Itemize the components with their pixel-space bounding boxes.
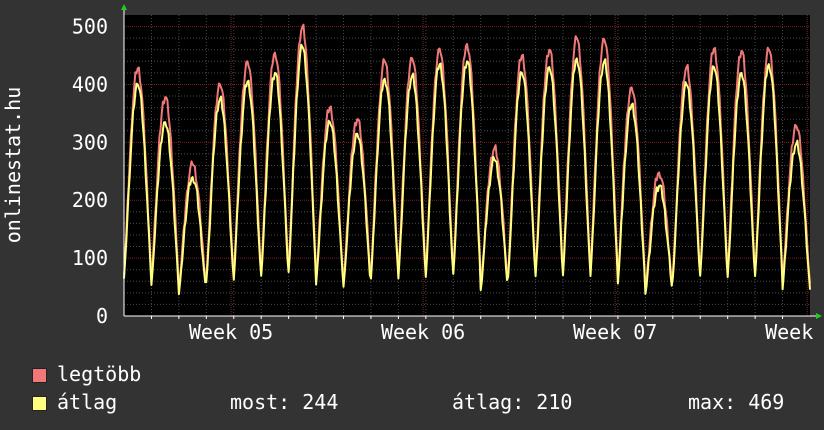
series-layer	[123, 23, 811, 296]
stat-average: átlag: 210	[452, 390, 573, 414]
x-axis-arrow	[816, 313, 822, 319]
traffic-chart: 0 100 200 300 400 500 Week 05 Week 06 Week 07 Wee…	[1, 4, 824, 344]
y-tick-label: 0	[96, 304, 108, 328]
x-tick-label: Week 05	[189, 320, 273, 344]
tick-labels: 0 100 200 300 400 500 Week 05 Week 06 Week 07 Wee…	[72, 15, 824, 344]
legend-swatch-avg	[32, 396, 47, 411]
y-axis-label: onlinestat.hu	[1, 87, 25, 244]
y-tick-label: 100	[72, 246, 108, 270]
legend-label-max: legtöbb	[57, 362, 142, 386]
y-tick-label: 400	[72, 72, 108, 96]
x-tick-label: Week 08	[765, 320, 824, 344]
y-tick-label: 300	[72, 130, 108, 154]
x-tick-label: Week 07	[573, 320, 657, 344]
series-line-avg	[123, 43, 811, 296]
x-tick-label: Week 06	[381, 320, 465, 344]
grid	[124, 15, 810, 316]
axes	[121, 4, 822, 319]
stat-max: max: 469	[688, 390, 785, 414]
y-tick-label: 200	[72, 188, 108, 212]
legend-label-avg: átlag	[57, 390, 118, 414]
stat-current: most: 244	[230, 390, 339, 414]
y-tick-label: 500	[72, 15, 108, 39]
legend-item-max: legtöbb	[32, 362, 141, 386]
y-axis-arrow	[121, 4, 127, 10]
legend-swatch-max	[32, 368, 47, 383]
legend-item-avg: átlag	[32, 390, 117, 414]
